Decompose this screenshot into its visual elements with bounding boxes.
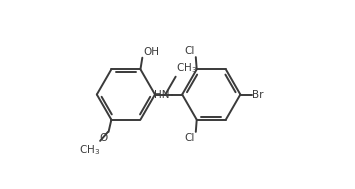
Text: CH$_3$: CH$_3$ xyxy=(78,143,100,156)
Text: Cl: Cl xyxy=(185,46,195,56)
Text: CH$_3$: CH$_3$ xyxy=(176,61,197,75)
Text: HN: HN xyxy=(154,91,169,100)
Text: Cl: Cl xyxy=(185,133,195,143)
Text: O: O xyxy=(100,133,108,143)
Text: Br: Br xyxy=(252,90,264,99)
Text: OH: OH xyxy=(143,46,159,57)
